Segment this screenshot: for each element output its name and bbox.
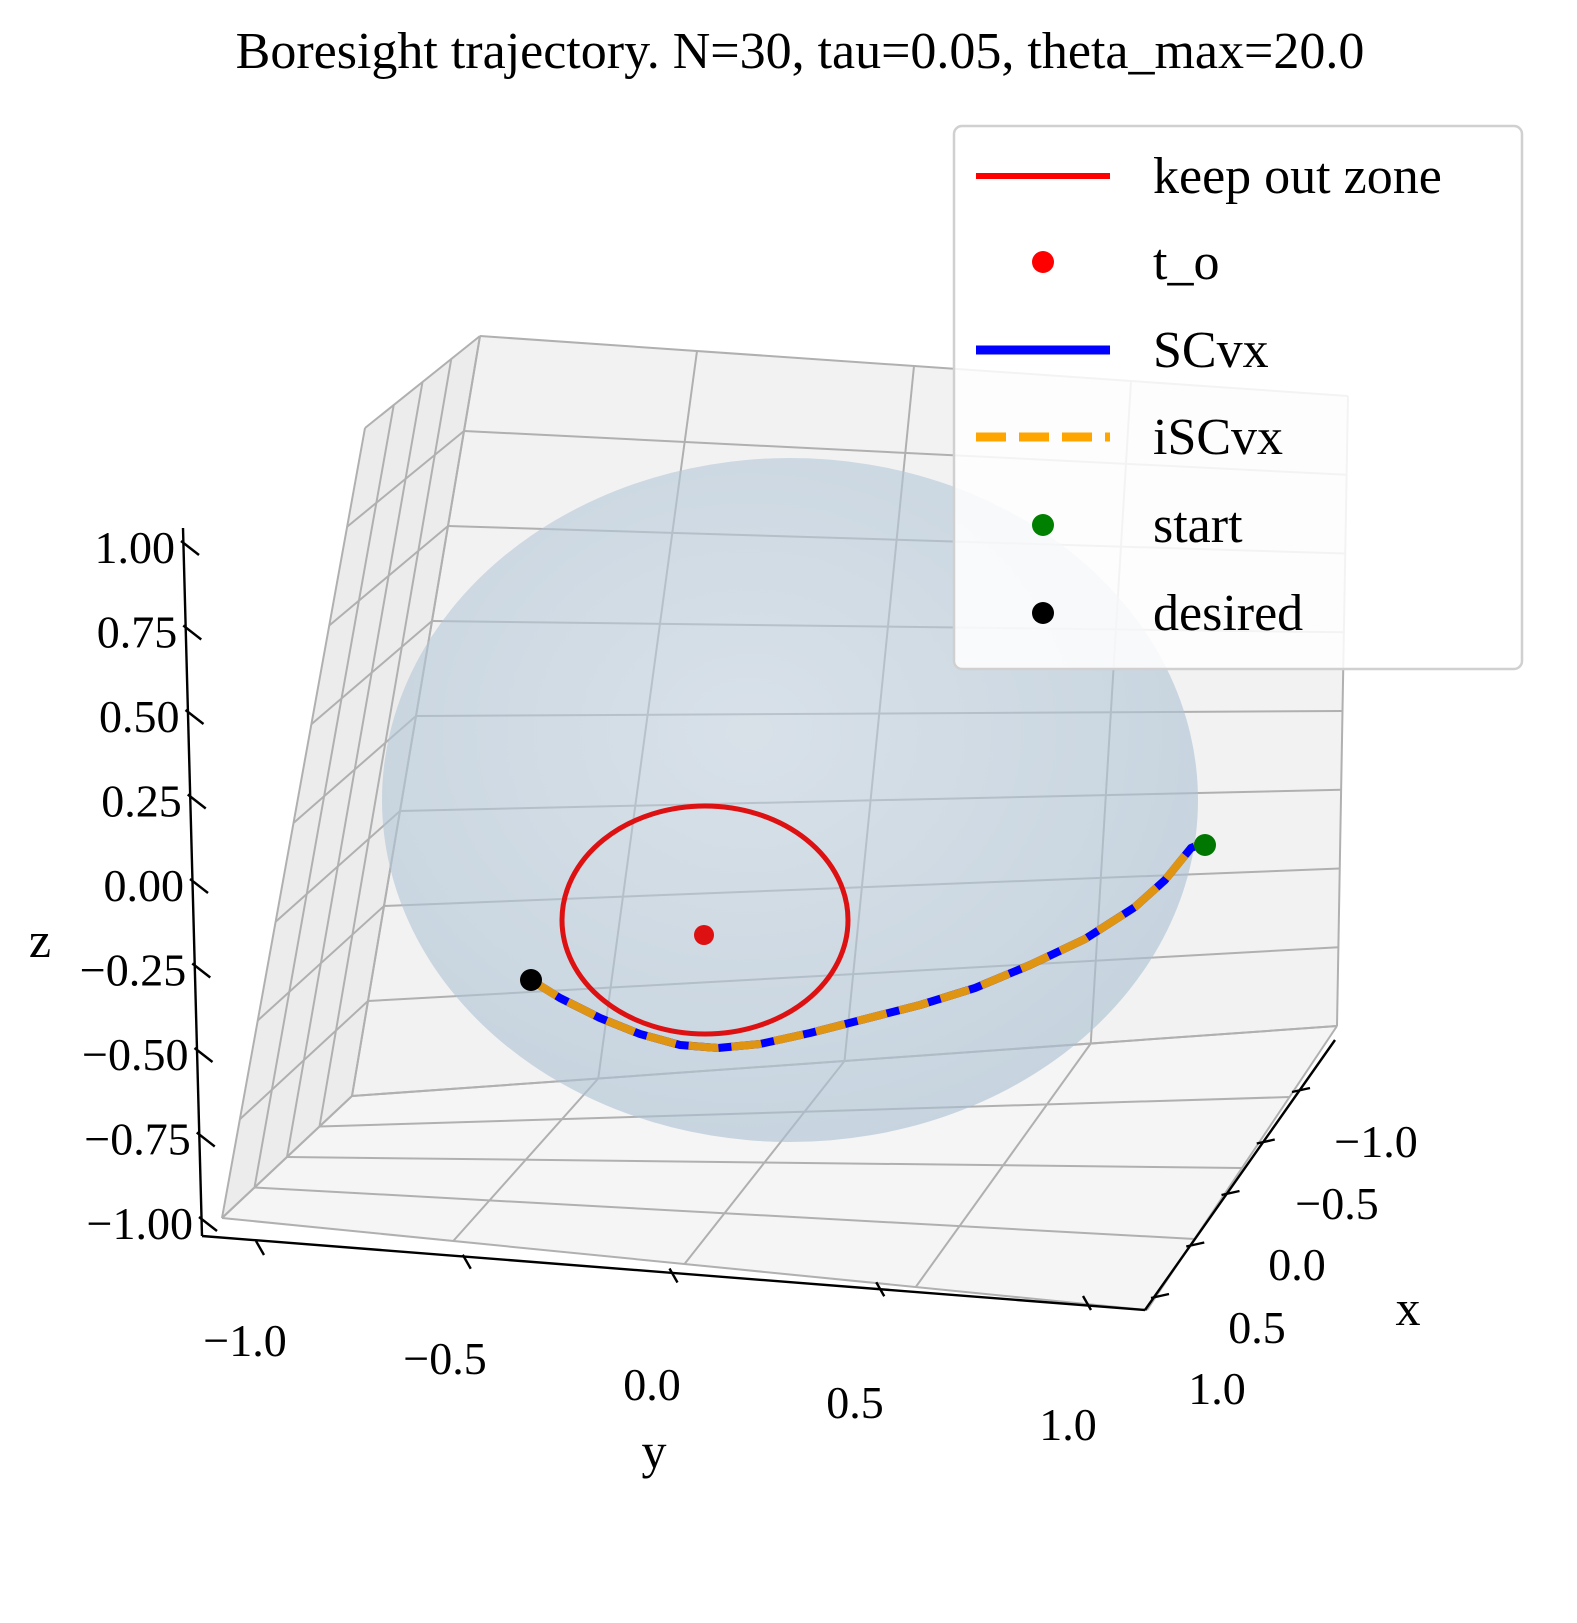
z-tick bbox=[180, 540, 200, 556]
legend: keep out zone t_o SCvx iSCvx start desired bbox=[952, 124, 1524, 671]
legend-label: SCvx bbox=[1153, 322, 1269, 379]
y-tick bbox=[668, 1267, 679, 1284]
plot-series bbox=[520, 803, 1216, 1052]
z-tick bbox=[184, 709, 205, 725]
legend-label: start bbox=[1153, 497, 1243, 554]
floor-pane bbox=[222, 1026, 1337, 1310]
z-tick bbox=[198, 1216, 218, 1232]
x-tick-label: 0.0 bbox=[1268, 1239, 1326, 1290]
z-tick bbox=[191, 962, 211, 979]
legend-swatch-marker bbox=[1032, 251, 1054, 273]
grid-line bbox=[254, 1186, 1195, 1240]
z-tick-label: 1.00 bbox=[95, 522, 176, 573]
chart-title: Boresight trajectory. N=30, tau=0.05, th… bbox=[236, 23, 1365, 80]
legend-label: desired bbox=[1153, 585, 1303, 642]
x-tick bbox=[1291, 1086, 1311, 1094]
y-tick-label: 0.0 bbox=[623, 1359, 681, 1410]
grid-line bbox=[257, 905, 385, 1022]
y-axis-spine bbox=[201, 1234, 1146, 1312]
y-tick bbox=[461, 1254, 472, 1270]
x-axis-spine bbox=[1144, 1039, 1336, 1311]
z-tick bbox=[187, 793, 207, 810]
x-axis-label: x bbox=[1396, 1280, 1421, 1336]
z-tick bbox=[182, 624, 202, 641]
grid-line bbox=[274, 810, 401, 923]
x-tick-label: −1.0 bbox=[1334, 1116, 1417, 1167]
x-tick bbox=[1221, 1189, 1240, 1197]
y-tick-label: 1.0 bbox=[1039, 1399, 1097, 1450]
y-axis-label: y bbox=[642, 1423, 667, 1479]
grid-line bbox=[221, 1217, 1148, 1311]
axes-ticks: 1.000.750.500.250.00−0.25−0.50−0.75−1.00… bbox=[80, 522, 1418, 1450]
y-tick bbox=[875, 1281, 886, 1297]
z-tick-label: 0.50 bbox=[99, 691, 180, 742]
x-tick-label: 0.5 bbox=[1228, 1302, 1286, 1353]
y-tick bbox=[254, 1240, 266, 1256]
z-tick-label: −0.50 bbox=[82, 1029, 188, 1080]
grid-line bbox=[328, 525, 449, 627]
y-tick-label: −0.5 bbox=[403, 1333, 486, 1384]
x-tick bbox=[1185, 1241, 1205, 1248]
z-tick bbox=[193, 1047, 214, 1063]
x-tick-label: −0.5 bbox=[1295, 1178, 1378, 1229]
y-tick bbox=[1081, 1295, 1093, 1311]
z-tick bbox=[189, 878, 209, 894]
z-tick-label: 0.00 bbox=[104, 860, 185, 911]
z-tick-label: −0.75 bbox=[84, 1114, 190, 1165]
legend-label: t_o bbox=[1153, 234, 1219, 291]
z-axis-label: z bbox=[29, 912, 51, 968]
grid-line bbox=[364, 335, 481, 429]
z-tick-label: −0.25 bbox=[80, 945, 186, 996]
iscvx-line bbox=[528, 839, 1205, 1052]
z-tick-label: 0.25 bbox=[101, 776, 182, 827]
z-tick-label: 0.75 bbox=[97, 607, 178, 658]
legend-swatch-marker bbox=[1032, 514, 1054, 536]
grid-line bbox=[346, 430, 465, 528]
legend-swatch-marker bbox=[1032, 602, 1054, 624]
x-tick-label: 1.0 bbox=[1188, 1363, 1246, 1414]
y-tick-label: 0.5 bbox=[826, 1377, 884, 1428]
legend-label: keep out zone bbox=[1153, 148, 1442, 205]
grid-line bbox=[239, 1000, 369, 1120]
t_o-marker bbox=[694, 925, 714, 945]
legend-box bbox=[952, 124, 1524, 671]
x-tick bbox=[1150, 1292, 1170, 1300]
side-pane bbox=[222, 336, 480, 1218]
y-tick-label: −1.0 bbox=[203, 1315, 286, 1366]
x-tick bbox=[1256, 1138, 1276, 1145]
keep-out-zone bbox=[559, 803, 851, 1037]
legend-label: iSCvx bbox=[1153, 409, 1283, 466]
grid-line bbox=[286, 1156, 1243, 1169]
z-tick-label: −1.00 bbox=[87, 1198, 193, 1249]
grid-line bbox=[310, 620, 433, 726]
start-marker bbox=[1194, 834, 1216, 856]
z-tick bbox=[196, 1131, 216, 1148]
desired-marker bbox=[520, 969, 542, 991]
